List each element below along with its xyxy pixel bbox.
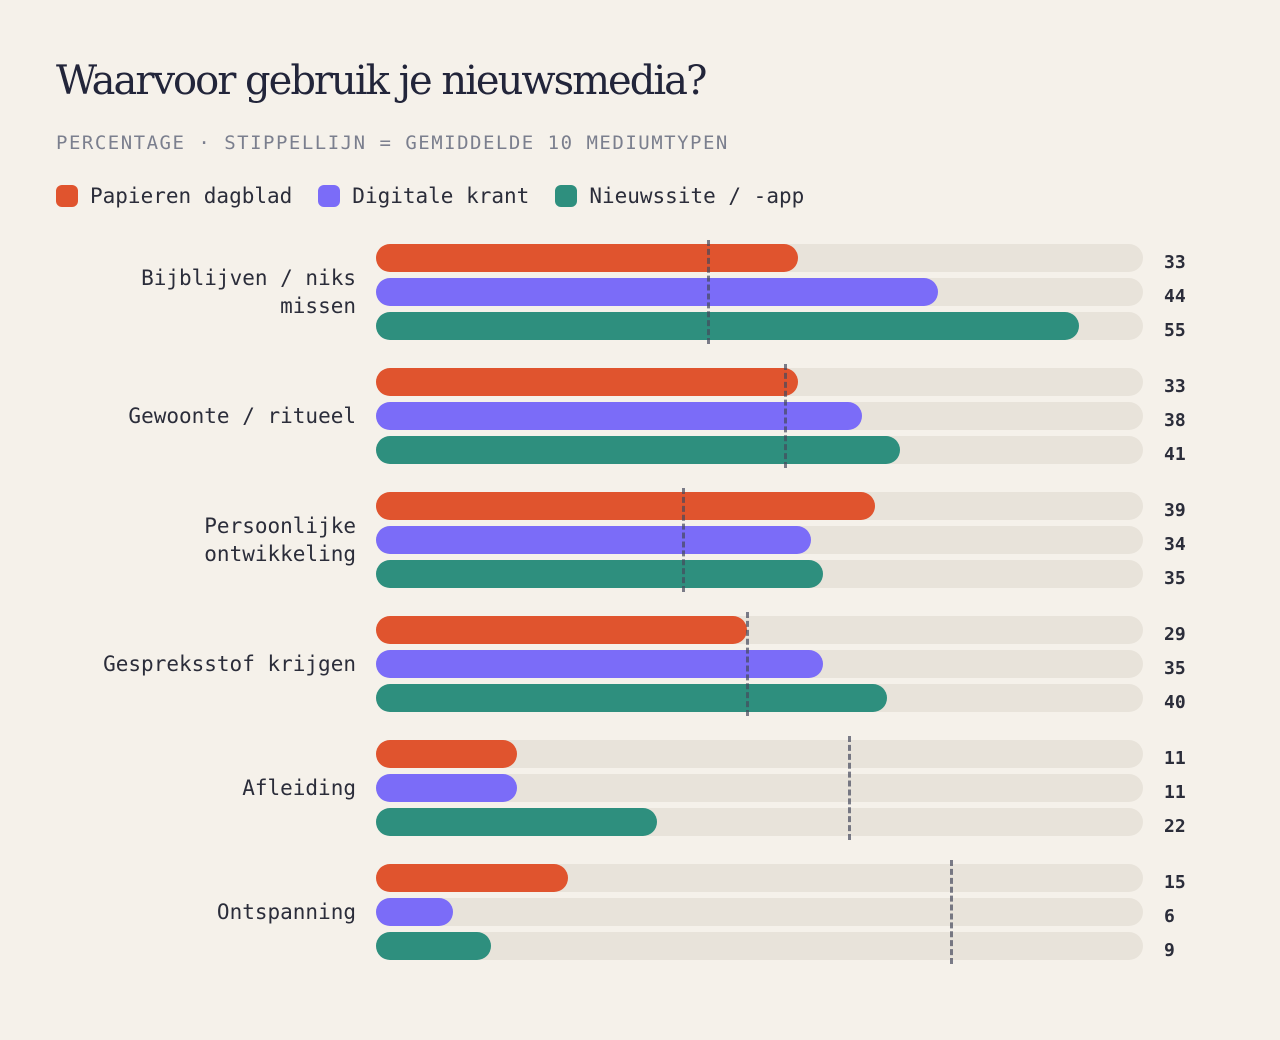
value-label-afleiding-nieuwssite-app: 22	[1164, 816, 1186, 837]
category-label-bijblijven-niks-missen: Bijblijven / niks missen	[36, 264, 356, 320]
legend: Papieren dagblad Digitale krant Nieuwssi…	[56, 184, 804, 208]
value-label-bijblijven-niks-missen-papieren-dagblad: 33	[1164, 252, 1186, 273]
legend-item-nieuwssite: Nieuwssite / -app	[555, 184, 804, 208]
value-label-persoonlijke-ontwikkeling-papieren-dagblad: 39	[1164, 500, 1186, 521]
average-line-persoonlijke-ontwikkeling	[681, 488, 685, 592]
bar-gewoonte-ritueel-nieuwssite-app	[376, 436, 901, 464]
bar-persoonlijke-ontwikkeling-digitale-krant	[376, 526, 811, 554]
value-label-ontspanning-nieuwssite-app: 9	[1164, 940, 1175, 961]
bar-bijblijven-niks-missen-nieuwssite-app	[376, 312, 1080, 340]
value-label-afleiding-papieren-dagblad: 11	[1164, 748, 1186, 769]
category-label-afleiding: Afleiding	[36, 774, 356, 802]
bar-persoonlijke-ontwikkeling-papieren-dagblad	[376, 492, 875, 520]
bar-track	[376, 932, 1143, 960]
average-line-gewoonte-ritueel	[784, 364, 788, 468]
bar-bijblijven-niks-missen-papieren-dagblad	[376, 244, 798, 272]
category-label-line: Gewoonte / ritueel	[128, 404, 356, 428]
category-label-persoonlijke-ontwikkeling: Persoonlijke ontwikkeling	[36, 512, 356, 568]
value-label-gewoonte-ritueel-digitale-krant: 38	[1164, 410, 1186, 431]
bar-afleiding-digitale-krant	[376, 774, 517, 802]
legend-swatch-nieuwssite	[555, 185, 578, 207]
chart-subtitle: PERCENTAGE · STIPPELLIJN = GEMIDDELDE 10…	[56, 132, 729, 154]
value-label-ontspanning-digitale-krant: 6	[1164, 906, 1175, 927]
category-label-line: ontwikkeling	[204, 542, 356, 566]
category-label-line: Persoonlijke	[204, 514, 356, 538]
average-line-afleiding	[847, 736, 851, 840]
bar-gespreksstof-krijgen-papieren-dagblad	[376, 616, 747, 644]
legend-label-digitaal: Digitale krant	[352, 184, 530, 208]
value-label-gespreksstof-krijgen-digitale-krant: 35	[1164, 658, 1186, 679]
bar-ontspanning-nieuwssite-app	[376, 932, 492, 960]
value-label-bijblijven-niks-missen-digitale-krant: 44	[1164, 286, 1186, 307]
average-line-gespreksstof-krijgen	[745, 612, 749, 716]
value-label-bijblijven-niks-missen-nieuwssite-app: 55	[1164, 320, 1186, 341]
category-label-line: missen	[280, 294, 356, 318]
bar-ontspanning-digitale-krant	[376, 898, 453, 926]
bar-track	[376, 898, 1143, 926]
legend-swatch-papieren	[56, 185, 78, 207]
value-label-gespreksstof-krijgen-nieuwssite-app: 40	[1164, 692, 1186, 713]
chart-title: Waarvoor gebruik je nieuwsmedia?	[56, 58, 707, 104]
bar-ontspanning-papieren-dagblad	[376, 864, 568, 892]
legend-item-digitaal: Digitale krant	[318, 184, 529, 208]
value-label-persoonlijke-ontwikkeling-digitale-krant: 34	[1164, 534, 1186, 555]
value-label-gewoonte-ritueel-papieren-dagblad: 33	[1164, 376, 1186, 397]
average-line-ontspanning	[950, 860, 954, 964]
bar-afleiding-papieren-dagblad	[376, 740, 517, 768]
legend-label-nieuwssite: Nieuwssite / -app	[589, 184, 805, 208]
category-label-ontspanning: Ontspanning	[36, 898, 356, 926]
value-label-gespreksstof-krijgen-papieren-dagblad: 29	[1164, 624, 1186, 645]
average-line-bijblijven-niks-missen	[707, 240, 711, 344]
category-label-gewoonte-ritueel: Gewoonte / ritueel	[36, 402, 356, 430]
bar-persoonlijke-ontwikkeling-nieuwssite-app	[376, 560, 824, 588]
value-label-gewoonte-ritueel-nieuwssite-app: 41	[1164, 444, 1186, 465]
category-label-line: Bijblijven / niks	[141, 266, 356, 290]
bar-afleiding-nieuwssite-app	[376, 808, 658, 836]
value-label-persoonlijke-ontwikkeling-nieuwssite-app: 35	[1164, 568, 1186, 589]
legend-label-papieren: Papieren dagblad	[90, 184, 293, 208]
category-label-line: Afleiding	[242, 776, 356, 800]
bar-gewoonte-ritueel-papieren-dagblad	[376, 368, 798, 396]
category-label-gespreksstof-krijgen: Gespreksstof krijgen	[36, 650, 356, 678]
category-label-line: Ontspanning	[216, 900, 356, 924]
legend-swatch-digitaal	[318, 185, 341, 207]
bar-gewoonte-ritueel-digitale-krant	[376, 402, 862, 430]
value-label-afleiding-digitale-krant: 11	[1164, 782, 1186, 803]
bar-gespreksstof-krijgen-nieuwssite-app	[376, 684, 888, 712]
bar-bijblijven-niks-missen-digitale-krant	[376, 278, 939, 306]
category-label-line: Gespreksstof krijgen	[103, 652, 356, 676]
value-label-ontspanning-papieren-dagblad: 15	[1164, 872, 1186, 893]
bar-gespreksstof-krijgen-digitale-krant	[376, 650, 824, 678]
legend-item-papieren: Papieren dagblad	[56, 184, 292, 208]
